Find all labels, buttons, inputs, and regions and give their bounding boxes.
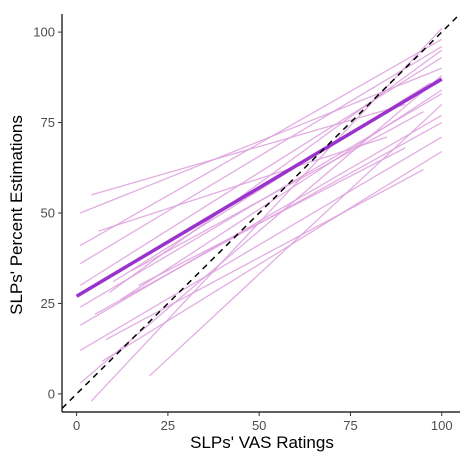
- y-axis-title: SLPs' Percent Estimations: [7, 115, 26, 315]
- y-tick-label: 0: [48, 386, 55, 401]
- participant-line: [149, 103, 443, 377]
- axes: [58, 14, 460, 416]
- individual-lines: [79, 28, 443, 402]
- y-tick-label: 50: [41, 206, 55, 221]
- participant-line: [98, 136, 388, 232]
- participant-line: [105, 169, 424, 341]
- participant-line: [79, 136, 443, 352]
- participant-line: [120, 89, 443, 301]
- fit-line: [75, 77, 443, 298]
- identity-reference-line: [61, 13, 461, 409]
- participant-line: [79, 38, 443, 247]
- participant-line: [79, 46, 443, 265]
- x-tick-label: 50: [252, 418, 266, 433]
- participant-line: [131, 111, 424, 272]
- x-tick-label: 25: [161, 418, 175, 433]
- participant-line: [79, 75, 443, 384]
- x-tick-label: 100: [431, 418, 453, 433]
- x-axis-title: SLPs' VAS Ratings: [190, 433, 334, 452]
- overlay-lines: [61, 13, 461, 409]
- participant-line: [90, 28, 443, 402]
- y-tick-label: 100: [33, 25, 55, 40]
- participant-line: [79, 56, 443, 286]
- participant-line: [101, 150, 443, 362]
- participant-line: [138, 147, 406, 286]
- x-tick-label: 75: [343, 418, 357, 433]
- y-tick-label: 75: [41, 115, 55, 130]
- y-tick-label: 25: [41, 296, 55, 311]
- x-tick-label: 0: [73, 418, 80, 433]
- tick-labels: 0 25 50 75 100 0 25 50 75 100: [33, 25, 452, 433]
